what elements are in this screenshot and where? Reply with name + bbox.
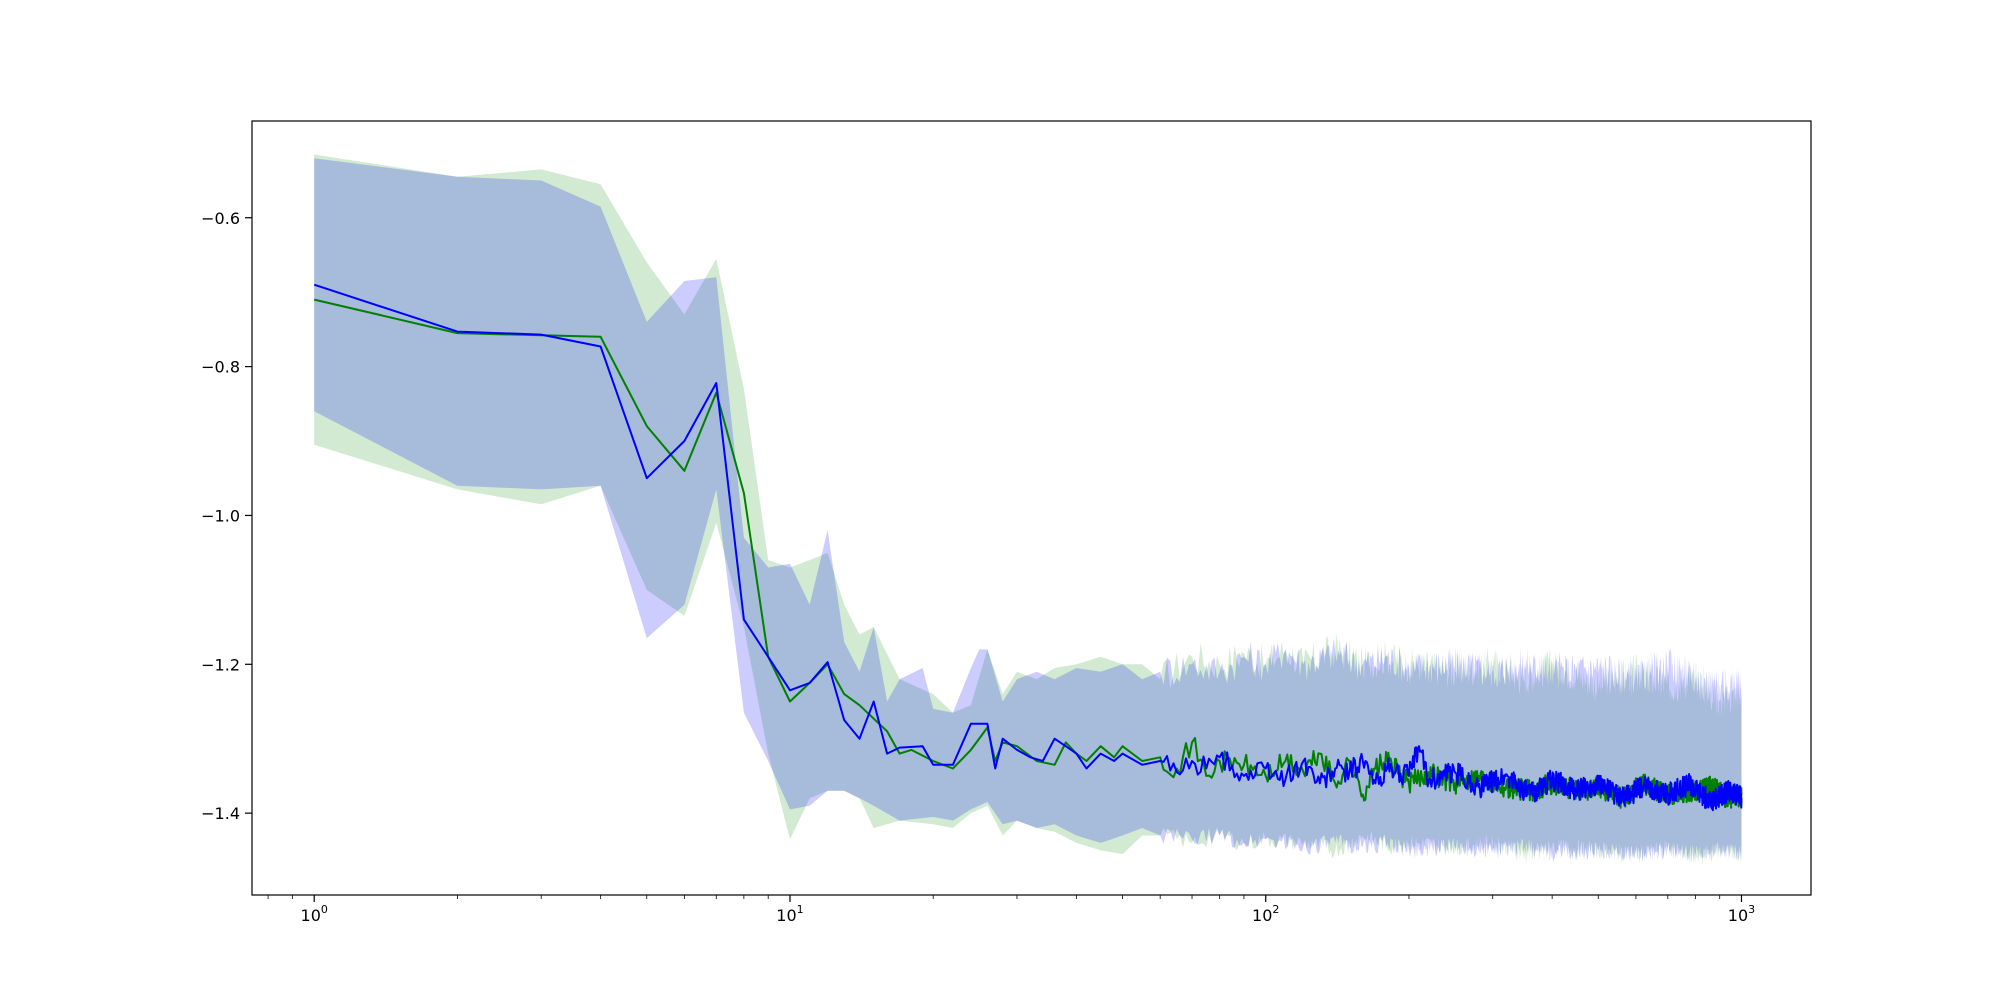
y-axis: −0.6 −0.8 −1.0 −1.2 −1.4 — [201, 209, 252, 823]
x-tick-label: 101 — [776, 903, 803, 925]
confidence-band-2 — [314, 158, 1742, 863]
y-tick-label: −1.2 — [201, 655, 240, 674]
x-tick-label: 100 — [301, 903, 328, 925]
confidence-band-1 — [314, 154, 1742, 866]
x-axis: 100 101 102 103 — [267, 895, 1755, 925]
confidence-bands — [314, 154, 1742, 866]
y-tick-label: −1.0 — [201, 506, 240, 525]
y-tick-label: −0.8 — [201, 358, 240, 377]
x-tick-label: 103 — [1728, 903, 1755, 925]
y-tick-label: −1.4 — [201, 804, 240, 823]
series-line-2 — [313, 283, 1743, 812]
plot-frame — [251, 120, 1812, 896]
series-lines — [313, 283, 1743, 812]
x-tick-label: 102 — [1252, 903, 1279, 925]
y-tick-label: −0.6 — [201, 209, 240, 228]
